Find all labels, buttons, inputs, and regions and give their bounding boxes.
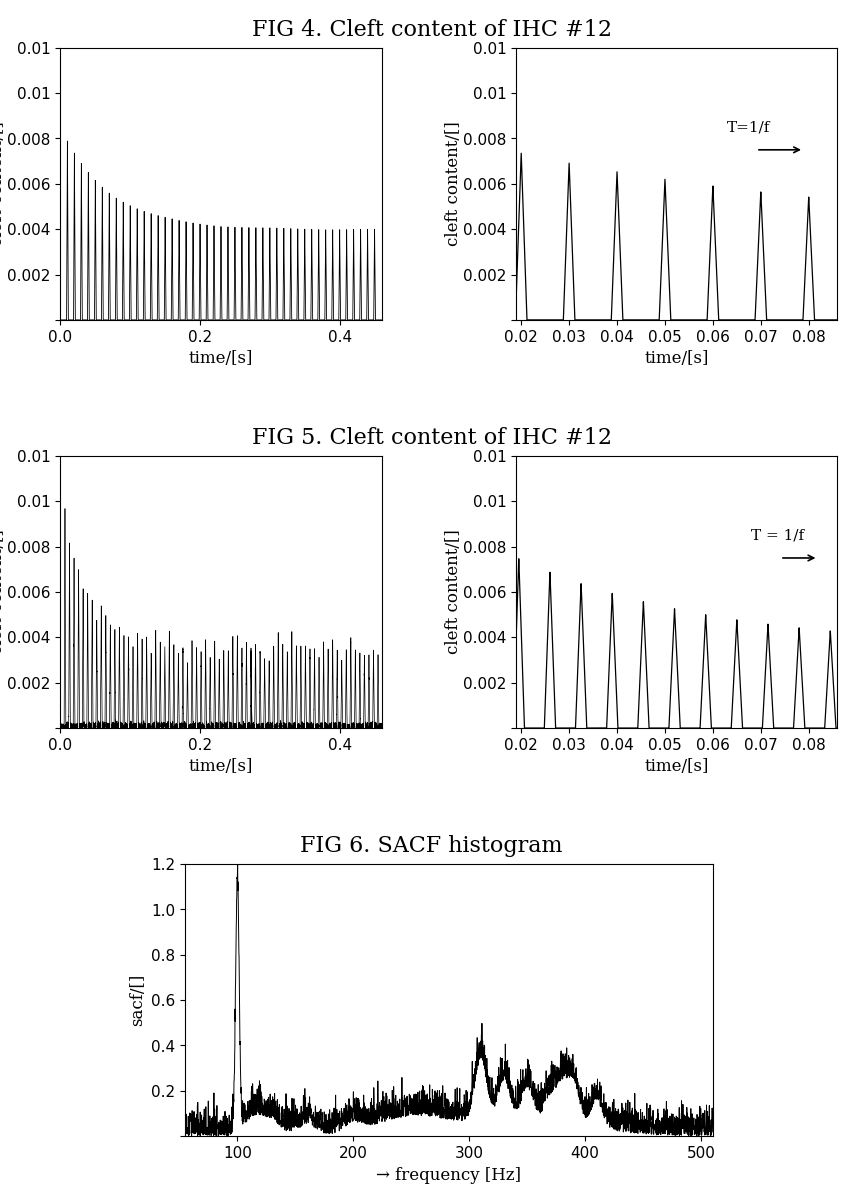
- Y-axis label: cleft content/[]: cleft content/[]: [444, 122, 462, 246]
- X-axis label: time/[s]: time/[s]: [189, 758, 253, 775]
- Y-axis label: sacf/[]: sacf/[]: [129, 974, 146, 1026]
- X-axis label: time/[s]: time/[s]: [645, 758, 709, 775]
- Text: FIG 5. Cleft content of IHC #12: FIG 5. Cleft content of IHC #12: [252, 427, 611, 448]
- X-axis label: → frequency [Hz]: → frequency [Hz]: [376, 1166, 521, 1184]
- Text: T = 1/f: T = 1/f: [751, 529, 804, 542]
- Y-axis label: cleft content/[]: cleft content/[]: [444, 530, 462, 654]
- X-axis label: time/[s]: time/[s]: [645, 350, 709, 367]
- X-axis label: time/[s]: time/[s]: [189, 350, 253, 367]
- Y-axis label: cleft content/[]: cleft content/[]: [0, 122, 6, 246]
- Y-axis label: cleft content/[]: cleft content/[]: [0, 530, 6, 654]
- Text: FIG 6. SACF histogram: FIG 6. SACF histogram: [300, 835, 563, 856]
- Text: FIG 4. Cleft content of IHC #12: FIG 4. Cleft content of IHC #12: [252, 19, 611, 41]
- Text: T=1/f: T=1/f: [727, 120, 771, 134]
